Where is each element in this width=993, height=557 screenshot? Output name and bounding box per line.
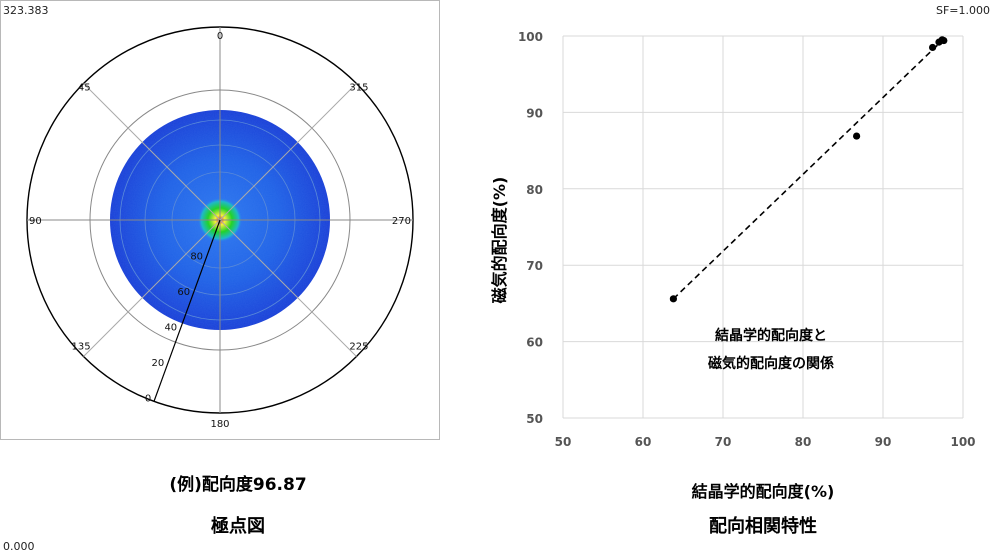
max-value-label: 323.383 (3, 4, 49, 17)
scale-factor-label: SF=1.000 (935, 4, 990, 17)
radial-label-0: 0 (145, 394, 151, 405)
y-tick-100: 100 (518, 30, 543, 44)
x-tick-100: 100 (950, 435, 975, 449)
angle-label-0: 0 (217, 31, 223, 42)
x-tick-70: 70 (715, 435, 732, 449)
radial-label-60: 60 (177, 287, 190, 298)
radial-label-40: 40 (164, 323, 177, 334)
y-tick-90: 90 (526, 106, 543, 120)
y-axis-label: 磁気的配向度(%) (490, 176, 509, 304)
trendline (672, 38, 945, 300)
data-point-5 (940, 36, 948, 45)
annotation-line-1: 結晶学的配向度と (715, 328, 827, 344)
radial-label-80: 80 (190, 252, 203, 263)
x-axis-label: 結晶学的配向度(%) (691, 482, 835, 501)
data-point-2 (929, 43, 937, 52)
y-axis-label-wrap: 磁気的配向度(%) (478, 140, 518, 340)
angle-label-45: 45 (78, 83, 91, 94)
angle-label-135: 135 (72, 341, 91, 352)
y-tick-60: 60 (526, 336, 543, 350)
y-tick-80: 80 (526, 183, 543, 197)
chart-annotation: 結晶学的配向度と 磁気的配向度の関係 (646, 322, 896, 378)
data-point-1 (853, 132, 861, 140)
x-tick-80: 80 (795, 435, 812, 449)
pole-figure-caption-value: (例)配向度96.87 (169, 475, 307, 495)
angle-label-270: 270 (392, 216, 411, 227)
y-tick-50: 50 (526, 412, 543, 426)
y-tick-70: 70 (526, 259, 543, 273)
x-tick-60: 60 (635, 435, 652, 449)
pole-figure-caption-title: 極点図 (211, 516, 265, 537)
radial-label-20: 20 (152, 358, 165, 369)
spoke-225 (219, 219, 357, 357)
chart-caption-title: 配向相関特性 (709, 516, 817, 537)
spoke-135 (83, 219, 221, 357)
data-point-0 (669, 295, 678, 303)
annotation-line-2: 磁気的配向度の関係 (708, 356, 834, 372)
x-tick-90: 90 (875, 435, 892, 449)
angle-label-225: 225 (349, 341, 368, 352)
pole-figure-plot: 0 45 90 135 180 225 270 315 80 60 40 20 0 (26, 26, 414, 430)
min-value-label: 0.000 (3, 540, 35, 553)
spoke-45 (83, 83, 221, 221)
x-tick-50: 50 (555, 435, 572, 449)
angle-label-180: 180 (210, 419, 229, 430)
radial-scale-line (153, 219, 221, 402)
spoke-315 (219, 83, 357, 221)
angle-label-90: 90 (29, 216, 42, 227)
angle-label-315: 315 (349, 83, 368, 94)
